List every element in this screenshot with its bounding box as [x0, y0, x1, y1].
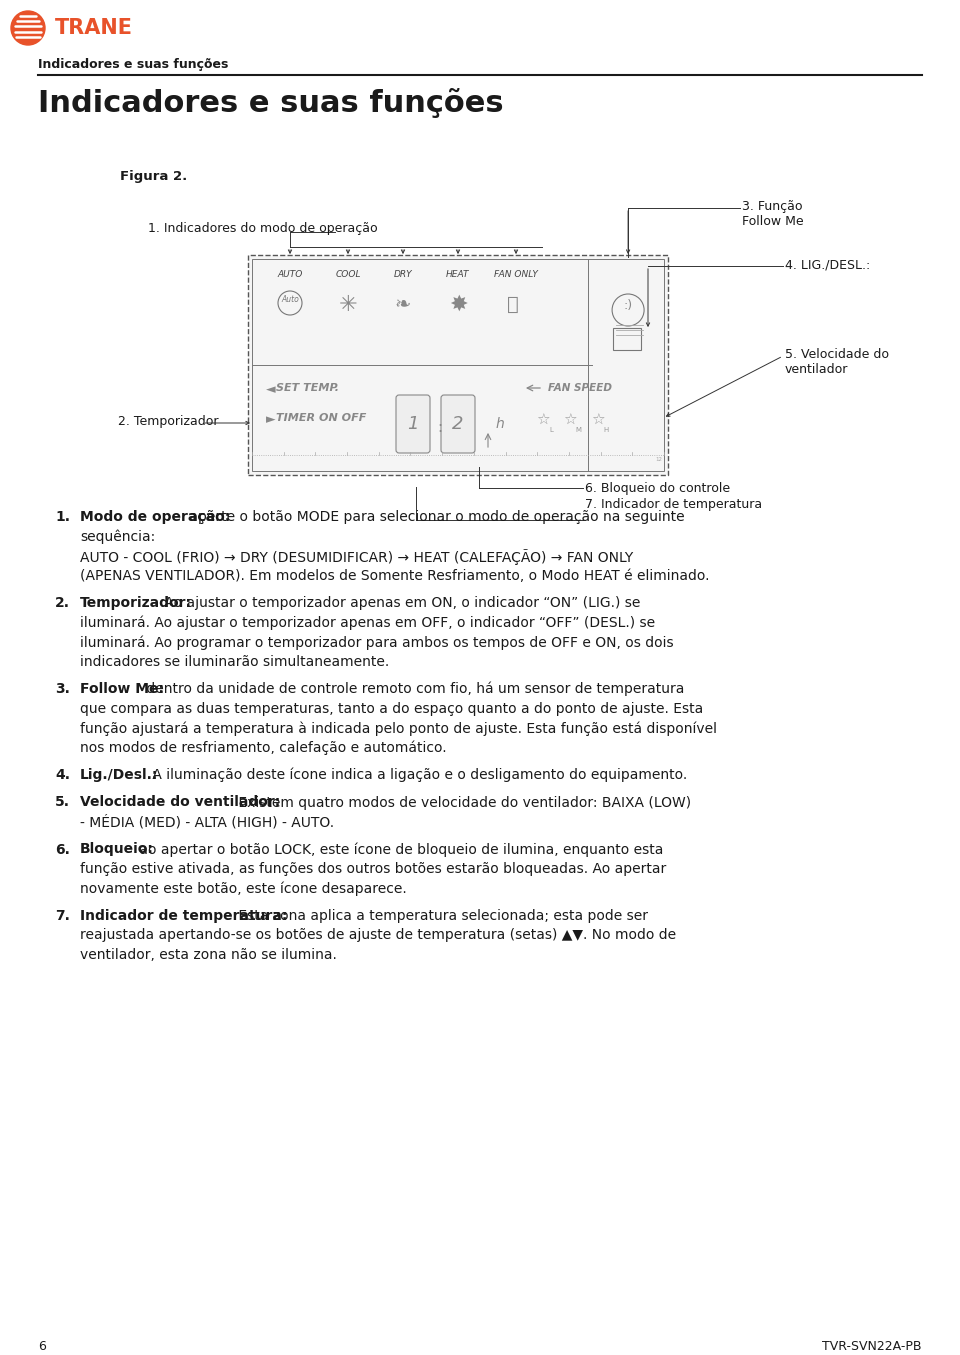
Text: novamente este botão, este ícone desaparece.: novamente este botão, este ícone desapar… [80, 882, 407, 896]
Text: Indicadores e suas funções: Indicadores e suas funções [38, 58, 228, 70]
Text: Velocidade do ventilador:: Velocidade do ventilador: [80, 795, 280, 809]
Text: função ajustará a temperatura à indicada pelo ponto de ajuste. Esta função está : função ajustará a temperatura à indicada… [80, 721, 717, 736]
Text: H: H [604, 427, 609, 434]
Text: h: h [495, 417, 504, 431]
Text: Figura 2.: Figura 2. [120, 169, 187, 183]
Text: sequência:: sequência: [80, 530, 156, 543]
Text: Modo de operação:: Modo de operação: [80, 509, 230, 524]
Text: Auto: Auto [281, 295, 299, 304]
Text: ☆: ☆ [564, 413, 577, 428]
Text: FAN SPEED: FAN SPEED [548, 383, 612, 393]
Text: reajustada apertando-se os botões de ajuste de temperatura (setas) ▲▼. No modo d: reajustada apertando-se os botões de aju… [80, 928, 676, 943]
Text: dentro da unidade de controle remoto com fio, há um sensor de temperatura: dentro da unidade de controle remoto com… [141, 682, 684, 696]
Text: ✸: ✸ [448, 295, 468, 314]
Text: 12: 12 [655, 457, 662, 462]
Text: :: : [438, 420, 443, 435]
Text: ❧: ❧ [395, 295, 411, 314]
Text: (APENAS VENTILADOR). Em modelos de Somente Resfriamento, o Modo HEAT é eliminado: (APENAS VENTILADOR). Em modelos de Somen… [80, 569, 709, 583]
Text: iluminará. Ao ajustar o temporizador apenas em OFF, o indicador “OFF” (DESL.) se: iluminará. Ao ajustar o temporizador ape… [80, 615, 655, 630]
Text: SET TEMP.: SET TEMP. [276, 383, 339, 393]
Text: 6.: 6. [55, 843, 70, 856]
Text: que compara as duas temperaturas, tanto a do espaço quanto a do ponto de ajuste.: que compara as duas temperaturas, tanto … [80, 702, 704, 715]
FancyBboxPatch shape [248, 255, 668, 476]
Text: AUTO: AUTO [277, 270, 302, 279]
Text: 5. Velocidade do
ventilador: 5. Velocidade do ventilador [785, 348, 889, 375]
Text: A iluminação deste ícone indica a ligação e o desligamento do equipamento.: A iluminação deste ícone indica a ligaçã… [148, 768, 687, 782]
Text: ao apertar o botão LOCK, este ícone de bloqueio de ilumina, enquanto esta: ao apertar o botão LOCK, este ícone de b… [135, 843, 663, 856]
Text: :): :) [624, 299, 633, 312]
Text: função estive ativada, as funções dos outros botões estarão bloqueadas. Ao apert: função estive ativada, as funções dos ou… [80, 862, 666, 875]
Text: L: L [549, 427, 553, 434]
Text: 6. Bloqueio do controle: 6. Bloqueio do controle [585, 482, 731, 495]
FancyBboxPatch shape [441, 396, 475, 453]
Text: aperte o botão MODE para selecionar o modo de operação na seguinte: aperte o botão MODE para selecionar o mo… [184, 509, 684, 524]
Text: Indicadores e suas funções: Indicadores e suas funções [38, 88, 504, 118]
Bar [613, 328, 641, 350]
Text: COOL: COOL [335, 270, 361, 279]
Text: 7.: 7. [55, 909, 70, 923]
Text: TVR-SVN22A-PB: TVR-SVN22A-PB [823, 1340, 922, 1354]
Text: M: M [575, 427, 581, 434]
Text: 1: 1 [407, 415, 419, 434]
Text: Temporizador:: Temporizador: [80, 596, 192, 610]
Text: 1. Indicadores do modo de operação: 1. Indicadores do modo de operação [148, 222, 377, 234]
Text: TIMER ON OFF: TIMER ON OFF [276, 413, 367, 423]
Text: Existem quatro modos de velocidade do ventilador: BAIXA (LOW): Existem quatro modos de velocidade do ve… [233, 795, 691, 809]
Text: 7. Indicador de temperatura: 7. Indicador de temperatura [585, 499, 762, 511]
Text: ventilador, esta zona não se ilumina.: ventilador, esta zona não se ilumina. [80, 948, 337, 962]
Text: indicadores se iluminarão simultaneamente.: indicadores se iluminarão simultaneament… [80, 654, 389, 668]
Text: 2: 2 [452, 415, 464, 434]
Text: iluminará. Ao programar o temporizador para ambos os tempos de OFF e ON, os dois: iluminará. Ao programar o temporizador p… [80, 635, 674, 649]
Text: ◄: ◄ [266, 383, 276, 396]
Circle shape [11, 11, 45, 45]
Text: Lig./Desl.:: Lig./Desl.: [80, 768, 158, 782]
Text: 2.: 2. [55, 596, 70, 610]
Text: ☆: ☆ [591, 413, 605, 428]
Text: nos modos de resfriamento, calefação e automático.: nos modos de resfriamento, calefação e a… [80, 740, 446, 755]
Text: 2. Temporizador: 2. Temporizador [118, 415, 219, 428]
Text: Bloqueio:: Bloqueio: [80, 843, 154, 856]
Text: ►: ► [266, 413, 276, 425]
Text: 1.: 1. [55, 509, 70, 524]
Text: 6: 6 [38, 1340, 46, 1354]
Text: ☆: ☆ [537, 413, 550, 428]
Text: - MÉDIA (MED) - ALTA (HIGH) - AUTO.: - MÉDIA (MED) - ALTA (HIGH) - AUTO. [80, 814, 334, 829]
Text: Indicador de temperatura:: Indicador de temperatura: [80, 909, 287, 923]
Text: DRY: DRY [394, 270, 412, 279]
Text: HEAT: HEAT [446, 270, 469, 279]
Text: Ao ajustar o temporizador apenas em ON, o indicador “ON” (LIG.) se: Ao ajustar o temporizador apenas em ON, … [160, 596, 640, 610]
Text: ✳: ✳ [339, 295, 357, 314]
Text: 3. Função
Follow Me: 3. Função Follow Me [742, 201, 804, 228]
FancyBboxPatch shape [396, 396, 430, 453]
Text: 4.: 4. [55, 768, 70, 782]
Text: ⦼: ⦼ [507, 295, 518, 314]
Text: AUTO - COOL (FRIO) → DRY (DESUMIDIFICAR) → HEAT (CALEFAÇÃO) → FAN ONLY: AUTO - COOL (FRIO) → DRY (DESUMIDIFICAR)… [80, 549, 634, 565]
Text: 3.: 3. [55, 682, 70, 696]
Text: 4. LIG./DESL.:: 4. LIG./DESL.: [785, 257, 871, 271]
Text: FAN ONLY: FAN ONLY [494, 270, 538, 279]
Text: 5.: 5. [55, 795, 70, 809]
Text: TRANE: TRANE [55, 18, 133, 38]
Text: Esta zona aplica a temperatura selecionada; esta pode ser: Esta zona aplica a temperatura seleciona… [233, 909, 648, 923]
Text: Follow Me:: Follow Me: [80, 682, 164, 696]
